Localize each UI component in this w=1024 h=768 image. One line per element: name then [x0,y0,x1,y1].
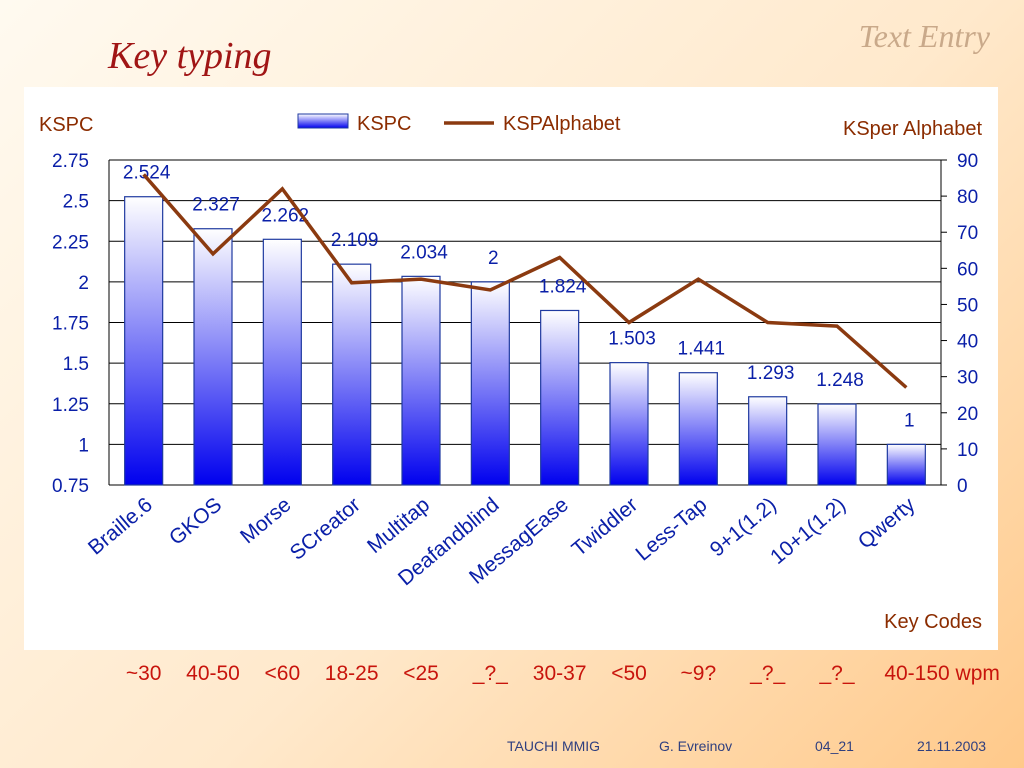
bar-Less-Tap [678,372,718,486]
left-axis-title: KSPC [39,114,93,136]
category-label: Morse [236,493,295,548]
legend-bar-swatch [297,113,349,129]
bar-value-label: 1 [904,410,915,431]
wpm-label: <50 [611,662,647,685]
category-label: Twiddler [568,493,643,561]
slide-title: Key typing [108,35,272,77]
bar-Multitap [401,275,441,486]
wpm-label: <25 [403,662,439,685]
left-tick-label: 0.75 [52,476,89,497]
left-tick-label: 1 [78,435,89,456]
right-tick-label: 30 [957,368,978,389]
left-tick-label: 1.5 [63,354,89,375]
wpm-row: ~30 40-50 <60 18-25 <25 _?_ 30-37 <50 ~9… [0,662,1024,690]
wpm-label: _?_ [472,662,508,685]
right-tick-label: 20 [957,404,978,425]
footer-org: TAUCHI MMIG [507,738,601,754]
bar-value-label: 1.824 [539,276,587,297]
bar-value-label: 1.248 [816,370,864,391]
category-label: Braille.6 [84,493,157,559]
bar-value-label: 1.441 [678,339,726,360]
right-tick-label: 70 [957,223,978,244]
bar-Twiddler [609,362,649,486]
wpm-label: 40-150 wpm [884,662,1000,685]
bar-MessagEase [540,309,580,486]
category-label: SCreator [286,493,365,565]
category-label: 10+1(1.2) [766,493,850,569]
bar-10+1(1.2) [817,403,857,486]
left-tick-label: 1.25 [52,395,89,416]
footer-slide-number: 04_21 [815,738,854,754]
bar-Braille.6 [124,196,164,486]
bar-value-label: 2.109 [331,230,379,251]
right-tick-label: 40 [957,332,978,353]
wpm-label: _?_ [819,662,855,685]
footer-author: G. Evreinov [659,738,733,754]
right-tick-label: 10 [957,440,978,461]
right-tick-label: 60 [957,259,978,280]
left-tick-label: 1.75 [52,314,89,335]
category-label: Qwerty [854,493,920,554]
bar-9+1(1.2) [748,396,788,486]
wpm-label: ~30 [125,662,162,685]
bar-value-label: 1.503 [608,329,656,350]
bar-GKOS [193,228,233,486]
wpm-label: _?_ [750,662,786,685]
x-axis-title: Key Codes [884,611,982,633]
wpm-label: 40-50 [186,662,240,685]
right-tick-label: 50 [957,295,978,316]
right-tick-label: 0 [957,476,968,497]
bar-value-label: 2.327 [192,195,240,216]
bar-value-label: 1.293 [747,363,795,384]
right-tick-label: 80 [957,187,978,208]
wpm-label: 30-37 [532,662,587,685]
footer-date: 21.11.2003 [917,738,987,754]
kspc-chart: 0.75 1 1.25 1.5 1.75 2 2.25 2.5 2.75 0 10 20 30 40 50 6… [39,113,982,633]
category-label: Less-Tap [631,493,711,565]
right-axis-title: KSper Alphabet [843,118,982,140]
legend-line-label: KSPAlphabet [503,113,621,135]
left-tick-label: 2.5 [63,192,89,213]
left-tick-label: 2 [78,273,89,294]
bar-value-label: 2.034 [400,242,448,263]
bar-SCreator [332,263,372,486]
right-tick-label: 90 [957,151,978,172]
category-label: GKOS [165,493,226,550]
legend-bar-label: KSPC [357,113,411,135]
bar-Qwerty [886,443,926,486]
wpm-label: ~9? [680,662,717,685]
left-tick-label: 2.25 [52,232,89,253]
chart-panel: 0.75 1 1.25 1.5 1.75 2 2.25 2.5 2.75 0 10 20 30 40 50 6… [24,87,998,650]
wpm-label: 18-25 [324,662,379,685]
left-tick-label: 2.75 [52,151,89,172]
kspalphabet-line [142,173,908,389]
bar-Morse [262,238,302,486]
bar-Deafandblind [470,281,510,486]
section-title: Text Entry [858,18,990,54]
wpm-label: <60 [264,662,301,685]
bar-value-label: 2.524 [123,163,171,184]
bar-value-label: 2 [488,248,499,269]
